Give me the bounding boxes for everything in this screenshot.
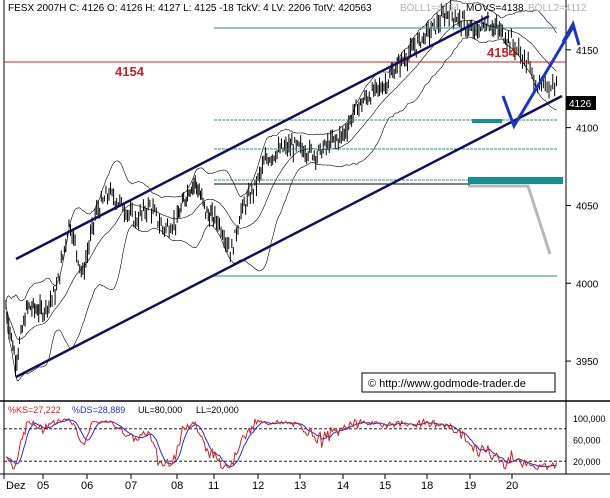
projection-arrowhead [561, 20, 581, 46]
y-tick-label: 4000 [576, 279, 599, 290]
stoch-tick-label: 100,000 [573, 414, 606, 424]
target-zone-upper [472, 119, 502, 123]
x-tick-label: 08 [171, 480, 183, 492]
target-zone-lower [468, 177, 563, 184]
level-label-left: 4154 [115, 64, 145, 79]
channel-upper [15, 14, 490, 261]
x-tick-label: 15 [379, 480, 391, 492]
stoch-k-line [5, 418, 558, 471]
stoch-tick-label: 60,000 [573, 436, 601, 446]
watermark-text: © http://www.godmode-trader.de [368, 378, 526, 390]
y-tick-label: 3950 [576, 357, 599, 368]
last-price-label: 4126 [569, 99, 592, 110]
watermark-box [361, 372, 556, 393]
x-tick-label: 12 [252, 480, 264, 492]
y-tick-label: 4150 [576, 46, 599, 57]
header-movs: MOVS=4138 [466, 3, 524, 14]
x-tick-label: 13 [294, 480, 306, 492]
stoch-ll: LL=20,000 [196, 405, 239, 415]
x-tick-label: 20 [506, 480, 518, 492]
level-label-right: 4154 [487, 45, 517, 60]
projection-arrow [501, 26, 575, 130]
bollinger-lower [5, 36, 557, 382]
channel-lower [15, 94, 563, 379]
x-tick-label: 19 [464, 480, 476, 492]
x-tick-label: 18 [421, 480, 433, 492]
bollinger-upper [5, 0, 557, 303]
stoch-ds: %DS=28,889 [72, 405, 125, 415]
last-price-badge [566, 96, 596, 110]
stoch-ks: %KS=27,222 [8, 405, 61, 415]
x-tick-label: 05 [37, 480, 49, 492]
projection-alt [468, 184, 552, 255]
x-tick-label: 06 [81, 480, 93, 492]
y-tick-label: 4100 [576, 124, 599, 135]
header-instrument: FESX 2007H C: 4126 O: 4126 H: 4127 L: 41… [8, 3, 372, 14]
stoch-d-line [5, 419, 557, 468]
x-tick-label: Dez [6, 480, 26, 492]
x-tick-label: 14 [337, 480, 349, 492]
x-tick-label: 11 [208, 480, 219, 492]
header-boll1: BOLL1=4164 [400, 3, 460, 14]
bollinger-mid [5, 19, 557, 341]
stoch-ul: UL=80,000 [138, 405, 182, 415]
y-tick-label: 4050 [576, 201, 599, 212]
x-tick-label: 07 [125, 480, 137, 492]
stoch-tick-label: 20,000 [573, 457, 601, 467]
header-boll2: BOLL2=4112 [528, 3, 587, 14]
